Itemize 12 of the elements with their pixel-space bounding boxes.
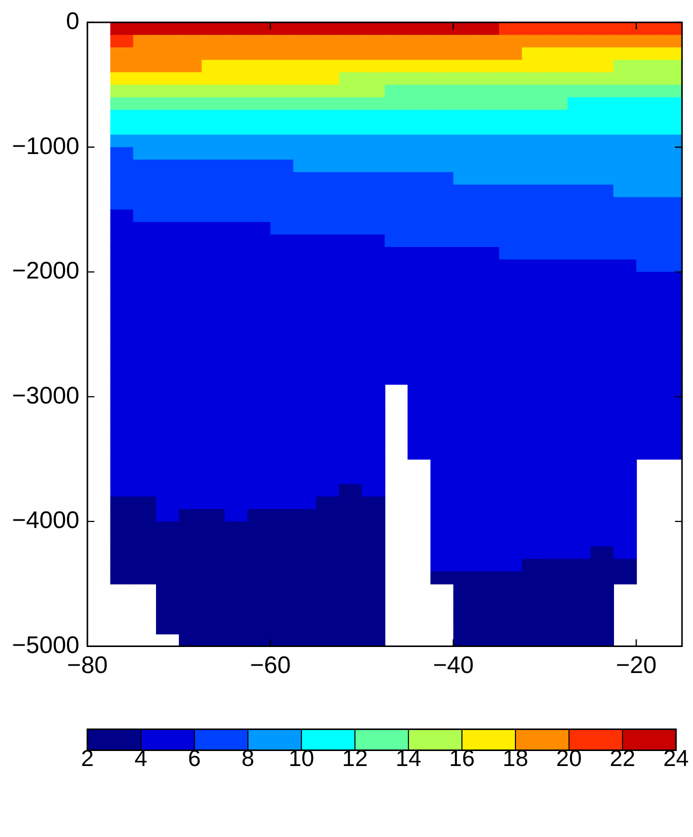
y-tick-label: −3000 (12, 382, 80, 410)
y-tick-label: 0 (66, 8, 80, 36)
color-bar-label: 24 (663, 745, 689, 772)
y-tick-label: −2000 (12, 258, 80, 285)
color-bar-label: 4 (134, 745, 148, 772)
x-tick-label: −40 (432, 652, 474, 680)
x-tick-label: −20 (616, 652, 657, 680)
x-tick-label: −60 (250, 652, 291, 680)
color-bar-label: 2 (81, 745, 94, 772)
y-tick-label: −4000 (12, 507, 80, 534)
y-tick-label: −1000 (12, 132, 80, 160)
color-bar-label: 14 (396, 745, 422, 772)
